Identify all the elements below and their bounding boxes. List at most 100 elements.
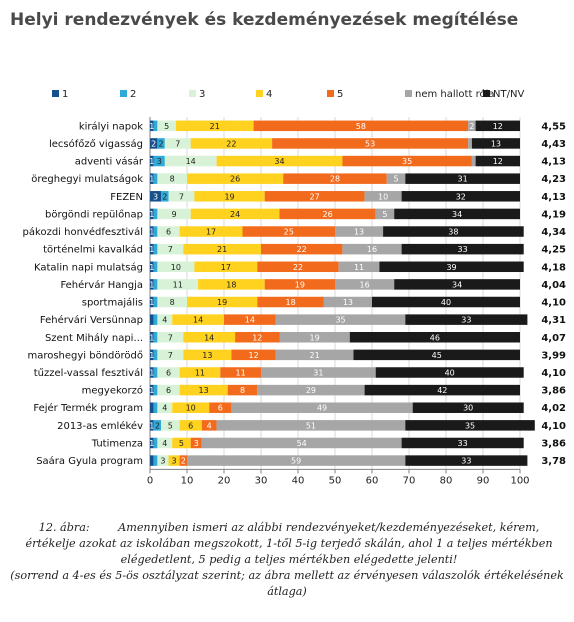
bar-segment xyxy=(201,420,217,431)
segment-label: 14 xyxy=(193,316,203,325)
x-tick-label-30: 30 xyxy=(255,475,268,486)
legend-swatch-3 xyxy=(256,90,263,97)
bar-segment xyxy=(224,314,276,325)
legend-swatch-4 xyxy=(327,90,334,97)
segment-label: 1 xyxy=(149,157,154,166)
segment-label: 34 xyxy=(452,210,462,219)
segment-label: 8 xyxy=(240,386,245,395)
bar-segment xyxy=(157,332,184,343)
segment-label: 34 xyxy=(452,280,462,289)
segment-label: 35 xyxy=(335,316,345,325)
segment-label: 30 xyxy=(463,404,473,413)
segment-label: 2 xyxy=(162,192,167,201)
segment-label: 26 xyxy=(323,210,333,219)
bar-segment xyxy=(157,384,180,396)
average-value: 4,07 xyxy=(541,333,566,344)
segment-label: 17 xyxy=(221,263,231,272)
bar-segment xyxy=(150,279,154,290)
segment-label: 31 xyxy=(313,368,323,377)
category-label: történelmi kavalkád xyxy=(43,244,143,256)
x-tick-label-0: 0 xyxy=(147,475,153,486)
bar-segment xyxy=(475,120,520,132)
legend-swatch-5 xyxy=(405,90,412,97)
bar-segment xyxy=(150,332,154,343)
segment-label: 27 xyxy=(310,192,320,201)
average-value: 4,13 xyxy=(541,157,566,168)
bar-segment xyxy=(405,455,528,466)
average-value: 3,86 xyxy=(541,386,566,397)
segment-label: 3 xyxy=(194,439,199,448)
segment-label: 2 xyxy=(155,421,160,430)
category-label: Fehérvár Hangja xyxy=(60,279,143,291)
bar-segment xyxy=(261,243,343,255)
average-value: 4,10 xyxy=(541,421,566,432)
bar-segment xyxy=(150,314,154,325)
segment-label: 33 xyxy=(461,316,471,325)
bar-segment xyxy=(412,402,524,413)
bar-segment xyxy=(172,402,210,413)
bar-segment xyxy=(194,261,258,273)
bar-segment xyxy=(201,437,402,449)
bar-segment xyxy=(275,314,406,325)
segment-label: 4 xyxy=(162,439,167,448)
bar-segment xyxy=(227,384,258,396)
bar-segment xyxy=(190,208,280,220)
caption-main: 12. ábra: Amennyiben ismeri az alábbi re… xyxy=(8,520,566,568)
bar-segment xyxy=(194,191,265,202)
bar-segment xyxy=(153,367,158,378)
category-label: lecsófőző vigasság xyxy=(49,138,143,150)
bar-segment xyxy=(153,437,158,449)
segment-label: 25 xyxy=(284,228,294,237)
category-label: Fehérvári Versünnap xyxy=(40,314,143,326)
bar-segment xyxy=(375,367,524,378)
bar-segment xyxy=(153,349,158,361)
bar-segment xyxy=(405,314,528,325)
bar-segment xyxy=(150,261,154,273)
bar-segment xyxy=(157,367,180,378)
segment-label: 3 xyxy=(172,457,177,466)
bar-segment xyxy=(349,332,520,343)
segment-label: 19 xyxy=(224,192,234,201)
segment-label: 22 xyxy=(293,263,303,272)
average-value: 4,31 xyxy=(541,315,566,326)
segment-label: 6 xyxy=(166,368,171,377)
bar-segment xyxy=(157,296,187,308)
segment-label: 7 xyxy=(168,333,173,342)
bar-segment xyxy=(179,367,221,378)
segment-label: 3 xyxy=(160,457,165,466)
bar-segment xyxy=(153,402,158,413)
bar-segment xyxy=(279,332,350,343)
average-value: 4,43 xyxy=(541,139,566,150)
bar-segment xyxy=(187,296,258,308)
bar-segment xyxy=(190,437,202,449)
bar-segment xyxy=(157,226,180,237)
segment-label: 5 xyxy=(382,210,387,219)
bar-segment xyxy=(379,261,524,273)
bar-segment xyxy=(157,349,184,361)
segment-label: 2 xyxy=(469,122,474,131)
bar-segment xyxy=(161,191,169,202)
segment-label: 1 xyxy=(149,439,154,448)
segment-label: 1 xyxy=(149,280,154,289)
x-tick-label-20: 20 xyxy=(218,475,231,486)
bar-segment xyxy=(153,120,158,132)
bar-segment xyxy=(386,173,406,184)
bar-segment xyxy=(179,226,243,237)
bar-segment xyxy=(235,332,280,343)
bar-segment xyxy=(335,226,384,237)
segment-label: 42 xyxy=(437,386,447,395)
bar-segment xyxy=(261,367,376,378)
segment-label: 9 xyxy=(172,210,177,219)
segment-label: 13 xyxy=(343,298,353,307)
bar-segment xyxy=(342,243,402,255)
segment-label: 26 xyxy=(230,175,240,184)
bar-segment xyxy=(157,279,199,290)
bar-segment xyxy=(375,208,395,220)
bar-segment xyxy=(468,138,472,149)
bar-segment xyxy=(179,455,187,466)
bar-segment xyxy=(220,367,261,378)
segment-label: 1 xyxy=(149,333,154,342)
bar-segment xyxy=(257,296,324,308)
average-value: 4,19 xyxy=(541,209,566,220)
segment-label: 35 xyxy=(402,157,412,166)
